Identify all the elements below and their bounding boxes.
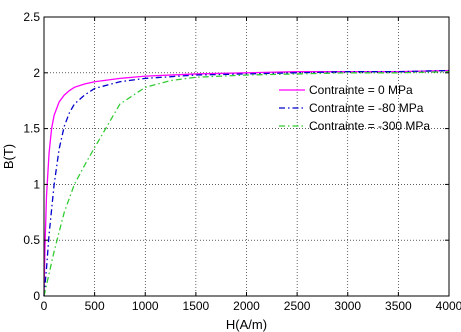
x-tick-label: 500 [85,299,105,313]
x-tick-label: 2500 [284,299,311,313]
x-axis-ticks: 0 500 1000 1500 2000 2500 3000 3500 4000 [41,17,461,313]
series-line-2 [43,71,450,297]
y-tick-label: 2 [33,66,40,80]
series-line-0 [43,69,450,297]
y-tick-label: 1 [33,177,40,191]
y-axis-label: B(T) [1,144,16,169]
x-tick-label: 2000 [233,299,260,313]
x-tick-label: 4000 [436,299,461,313]
grid-lines [44,17,449,296]
legend: Contrainte = 0 MPa Contrainte = -80 MPa Co… [279,83,430,133]
y-tick-label: 1.5 [23,122,40,136]
x-axis-label: H(A/m) [226,317,267,332]
y-axis-ticks: 0 0.5 1 1.5 2 2.5 [23,10,449,303]
series-line-1 [43,69,450,297]
y-tick-label: 2.5 [23,10,40,24]
x-tick-label: 0 [41,299,48,313]
x-tick-label: 1000 [132,299,159,313]
x-tick-label: 3000 [334,299,361,313]
x-tick-label: 3500 [385,299,412,313]
series-lines [43,69,450,297]
y-tick-label: 0.5 [23,233,40,247]
x-tick-label: 1500 [183,299,210,313]
legend-label: Contrainte = -300 MPa [309,119,430,133]
legend-label: Contrainte = 0 MPa [309,83,413,97]
y-tick-label: 0 [33,289,40,303]
legend-label: Contrainte = -80 MPa [309,101,424,115]
